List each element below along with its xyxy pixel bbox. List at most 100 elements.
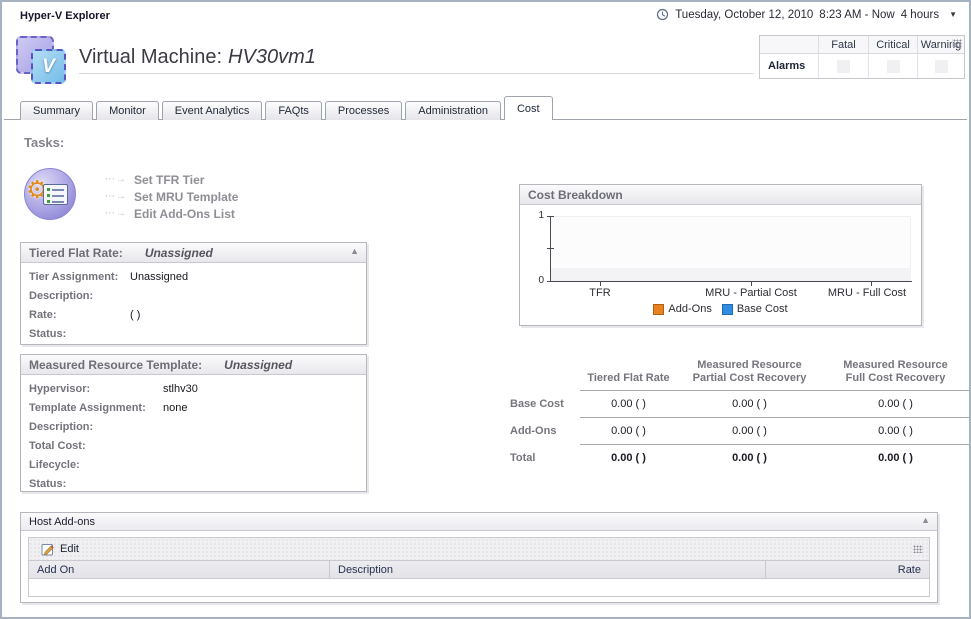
legend-swatch-base-cost	[721, 303, 733, 315]
field-label: Tier Assignment:	[29, 271, 119, 283]
panel-title: Host Add-ons	[29, 515, 96, 528]
vm-name: HV30vm1	[228, 46, 316, 68]
table-customizer-icon[interactable]	[952, 39, 962, 47]
field-label: Status:	[29, 478, 67, 490]
collapse-icon[interactable]: ▲	[921, 515, 930, 525]
tab-administration[interactable]: Administration	[405, 101, 501, 120]
x-category-label: MRU - Partial Cost	[705, 287, 797, 299]
tiered-flat-rate-panel: Tiered Flat Rate: Unassigned ▲ Tier Assi…	[20, 242, 367, 345]
tab-summary[interactable]: Summary	[20, 101, 94, 120]
col-header-mr-full: Measured Resource Full Cost Recovery	[843, 359, 948, 384]
legend-label: Base Cost	[736, 303, 788, 315]
panel-title: Measured Resource Template:	[29, 357, 203, 372]
y-tick-label: 1	[538, 210, 544, 221]
measured-resource-template-panel: Measured Resource Template: Unassigned H…	[20, 354, 367, 492]
field-label: Template Assignment:	[29, 402, 146, 414]
task-arrow-icon: ⋯→	[105, 191, 127, 202]
task-label: Set TFR Tier	[134, 172, 205, 187]
page-title: Virtual Machine: HV30vm1	[79, 46, 316, 69]
tab-cost[interactable]: Cost	[503, 96, 553, 120]
tab-monitor[interactable]: Monitor	[96, 101, 159, 120]
cell-value: 0.00 ( )	[822, 444, 969, 471]
table-customizer-icon[interactable]	[913, 545, 923, 553]
tasks-heading: Tasks:	[24, 135, 65, 150]
cell-value: 0.00 ( )	[580, 390, 677, 417]
cell-value: 0.00 ( )	[822, 417, 969, 444]
app-title: Hyper-V Explorer	[20, 10, 110, 22]
tab-event-analytics[interactable]: Event Analytics	[161, 101, 263, 120]
field-label: Description:	[29, 290, 94, 302]
alarms-summary-table: Fatal Critical Warning Alarms	[759, 35, 965, 79]
time-range-control[interactable]: Tuesday, October 12, 2010 8:23 AM - Now …	[656, 8, 957, 21]
mrt-assignment-status: Unassigned	[224, 357, 293, 372]
cell-value: 0.00 ( )	[822, 390, 969, 417]
time-range-window: 4 hours	[900, 8, 940, 21]
col-header-description[interactable]: Description	[329, 561, 765, 578]
panel-title: Tiered Flat Rate:	[29, 245, 123, 260]
y-tick-label: 0	[538, 275, 544, 286]
alarms-row-label: Alarms	[768, 60, 806, 72]
tab-faqts[interactable]: FAQts	[265, 101, 322, 120]
chevron-down-icon[interactable]: ▼	[949, 10, 957, 19]
cost-summary-table: Tiered Flat Rate Measured Resource Partia…	[507, 352, 969, 471]
time-range-date: Tuesday, October 12, 2010	[675, 8, 814, 21]
legend-swatch-addons	[653, 303, 665, 315]
col-header-add-on[interactable]: Add On	[37, 563, 75, 576]
cell-value: 0.00 ( )	[677, 390, 822, 417]
field-value: stlhv30	[163, 383, 198, 395]
task-set-mru-template[interactable]: ⋯→ Set MRU Template	[105, 188, 238, 205]
col-header-rate[interactable]: Rate	[765, 561, 929, 578]
cell-value: 0.00 ( )	[677, 417, 822, 444]
task-label: Set MRU Template	[134, 189, 239, 204]
tab-processes[interactable]: Processes	[324, 101, 403, 120]
time-range-span: 8:23 AM - Now	[819, 8, 895, 21]
collapse-icon[interactable]: ▲	[350, 246, 359, 256]
field-label: Total Cost:	[29, 440, 86, 452]
cell-value: 0.00 ( )	[580, 417, 677, 444]
table-row-addons: Add-Ons 0.00 ( ) 0.00 ( ) 0.00 ( )	[507, 417, 969, 444]
alarms-col-critical: Critical	[868, 36, 917, 53]
host-addons-empty-row	[29, 579, 929, 596]
cell-value: 0.00 ( )	[580, 444, 677, 471]
tabbar: Summary Monitor Event Analytics FAQts Pr…	[20, 96, 556, 120]
cell-value: 0.00 ( )	[677, 444, 822, 471]
table-row-base-cost: Base Cost 0.00 ( ) 0.00 ( ) 0.00 ( )	[507, 390, 969, 417]
cost-breakdown-panel: Cost Breakdown 1 0 TFR MRU - Partial Cos…	[519, 184, 922, 326]
checklist-icon	[43, 184, 68, 205]
task-set-tfr-tier[interactable]: ⋯→ Set TFR Tier	[105, 171, 238, 188]
table-row-total: Total 0.00 ( ) 0.00 ( ) 0.00 ( )	[507, 444, 969, 471]
alarms-critical-cell	[868, 54, 917, 78]
row-label: Total	[510, 451, 536, 464]
field-label: Rate:	[29, 309, 57, 321]
alarms-col-fatal: Fatal	[818, 36, 868, 53]
title-divider	[79, 73, 754, 74]
legend-label: Add-Ons	[668, 303, 712, 315]
field-label: Lifecycle:	[29, 459, 80, 471]
x-category-label: MRU - Full Cost	[827, 287, 907, 299]
edit-button[interactable]: Edit	[37, 540, 83, 558]
clock-icon	[656, 8, 669, 21]
x-category-label: TFR	[589, 287, 611, 299]
field-value: none	[163, 402, 188, 414]
alarms-col-warning: Warning	[917, 36, 964, 53]
field-label: Hypervisor:	[29, 383, 91, 395]
edit-button-label: Edit	[60, 543, 79, 555]
chart-title: Cost Breakdown	[528, 187, 623, 202]
cost-breakdown-chart: 1 0 TFR MRU - Partial Cost MRU - Full Co…	[520, 205, 921, 325]
task-edit-addons-list[interactable]: ⋯→ Edit Add-Ons List	[105, 205, 238, 222]
host-addons-toolbar: Edit	[29, 538, 929, 560]
virtual-machine-icon: V	[16, 36, 72, 88]
task-arrow-icon: ⋯→	[105, 174, 127, 185]
row-label: Base Cost	[510, 397, 564, 410]
col-header-mr-partial: Measured Resource Partial Cost Recovery	[692, 359, 807, 384]
task-arrow-icon: ⋯→	[105, 208, 127, 219]
alarms-fatal-cell	[818, 54, 868, 78]
field-label: Status:	[29, 328, 67, 340]
field-value: ( )	[130, 309, 141, 321]
gear-icon: ⚙	[26, 175, 49, 204]
host-addons-panel: Host Add-ons ▲ Edit Add O	[20, 512, 938, 603]
host-addons-table-header: Add On Description Rate	[29, 560, 929, 579]
tasks-list: ⋯→ Set TFR Tier ⋯→ Set MRU Template ⋯→ E…	[105, 171, 238, 222]
chart-legend: Add-Ons Base Cost	[520, 303, 921, 315]
